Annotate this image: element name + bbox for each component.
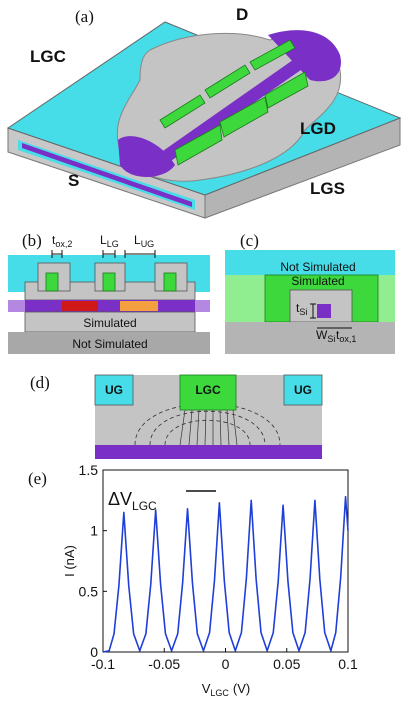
panel-label: (c) (240, 231, 259, 250)
wire (95, 445, 322, 459)
gate-label: UG (105, 383, 123, 397)
terminal-label: LGS (310, 179, 345, 198)
dimension-label: LUG (134, 233, 154, 249)
y-tick-label: 1 (90, 523, 98, 539)
x-tick-label: 0.1 (338, 656, 358, 672)
terminal-label: LGC (30, 47, 66, 66)
panel-label: (e) (28, 469, 47, 488)
x-axis-label: VLGC (V) (202, 681, 251, 698)
terminal-label: S (68, 171, 79, 190)
terminal-label: LGD (300, 119, 336, 138)
x-tick-label: -0.1 (91, 656, 115, 672)
figure: (a) D LGC LGD LGS S Simulated Not Simula… (0, 0, 402, 707)
dimension-main: W (316, 328, 328, 342)
dimension-label: tox,2 (52, 233, 72, 249)
y-tick-label: 1.5 (79, 462, 99, 478)
x-tick-label: 0 (222, 656, 230, 672)
x-tick-label: -0.05 (148, 656, 180, 672)
gate-label: UG (294, 383, 312, 397)
panel-label: (b) (22, 231, 42, 250)
dot-region (62, 301, 98, 311)
panel-label: (a) (75, 7, 94, 26)
region-label: Simulated (291, 274, 344, 288)
substrate (225, 322, 395, 354)
cross-section-b: Simulated Not Simulated (b) tox,2 LLG LU… (8, 231, 210, 354)
dimension-sub: ox,1 (339, 334, 356, 344)
gate (164, 273, 176, 291)
dimension-sub: Si (299, 307, 307, 317)
gate-label: LGC (195, 383, 221, 397)
chart: (e) ΔVLGC I (nA) VLGC(V) 00.511.5-0.1-0.… (28, 462, 358, 698)
annotation-main: ΔV (108, 489, 132, 509)
region-label: Not Simulated (280, 260, 355, 274)
data-line (103, 497, 348, 652)
x-label-main: V (202, 681, 211, 696)
dot-region (120, 301, 158, 311)
cross-section-d: UG LGC UG (d) (30, 373, 322, 459)
panel-label: (d) (30, 373, 50, 392)
region-label: Simulated (83, 316, 136, 330)
dimension-sub: Si (327, 334, 335, 344)
dimension-sub: ox,2 (55, 239, 72, 249)
terminal-label: D (236, 5, 248, 24)
wire (25, 300, 195, 312)
dimension-label: LLG (100, 233, 119, 249)
wire (317, 304, 331, 318)
dimension-sub: LG (107, 239, 119, 249)
gate (103, 273, 115, 291)
region-label: Not Simulated (72, 337, 147, 351)
device-3d: (a) D LGC LGD LGS S (8, 5, 400, 218)
y-axis-label: I (nA) (62, 545, 77, 577)
x-tick-label: 0.05 (273, 656, 300, 672)
cross-section-c: Not Simulated Simulated (c) tSi WSi tox,… (225, 231, 395, 354)
x-label-unit: (V) (233, 681, 250, 696)
dimension-sub: UG (141, 239, 155, 249)
annotation: ΔVLGC (108, 489, 157, 513)
x-label-sub: LGC (210, 688, 229, 698)
annotation-sub: LGC (132, 499, 157, 513)
y-tick-label: 0.5 (79, 583, 99, 599)
gate (46, 273, 58, 291)
